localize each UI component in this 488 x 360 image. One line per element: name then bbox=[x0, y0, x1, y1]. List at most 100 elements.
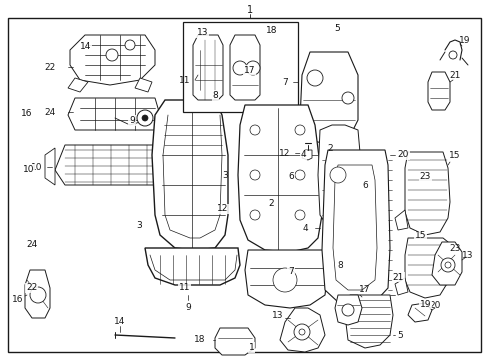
Polygon shape bbox=[25, 270, 50, 318]
Circle shape bbox=[249, 210, 260, 220]
Circle shape bbox=[137, 110, 153, 126]
Circle shape bbox=[448, 51, 456, 59]
Polygon shape bbox=[332, 165, 376, 290]
Text: 9: 9 bbox=[185, 303, 190, 312]
Text: 9: 9 bbox=[129, 116, 135, 125]
Text: 8: 8 bbox=[212, 91, 218, 100]
Polygon shape bbox=[229, 35, 260, 100]
Text: 1: 1 bbox=[248, 343, 254, 352]
Text: 8: 8 bbox=[336, 261, 342, 270]
Text: 3: 3 bbox=[136, 220, 142, 230]
Polygon shape bbox=[427, 72, 449, 110]
Circle shape bbox=[294, 210, 305, 220]
Circle shape bbox=[106, 49, 118, 61]
Polygon shape bbox=[193, 35, 223, 100]
Text: 11: 11 bbox=[179, 284, 190, 292]
Polygon shape bbox=[404, 238, 449, 298]
Text: 10: 10 bbox=[31, 162, 42, 171]
Text: 16: 16 bbox=[12, 296, 24, 305]
Polygon shape bbox=[334, 295, 361, 325]
Text: 20: 20 bbox=[428, 301, 440, 310]
Polygon shape bbox=[345, 295, 392, 348]
Text: 16: 16 bbox=[21, 109, 33, 118]
Polygon shape bbox=[238, 105, 321, 252]
Circle shape bbox=[272, 268, 296, 292]
Text: 1: 1 bbox=[246, 5, 253, 15]
Circle shape bbox=[341, 304, 353, 316]
Circle shape bbox=[245, 61, 260, 75]
Polygon shape bbox=[280, 308, 325, 352]
Polygon shape bbox=[152, 100, 227, 250]
Bar bbox=[183, 22, 297, 112]
Polygon shape bbox=[45, 148, 55, 185]
Text: 2: 2 bbox=[326, 144, 332, 153]
Circle shape bbox=[125, 40, 135, 50]
Circle shape bbox=[298, 329, 305, 335]
Text: 3: 3 bbox=[222, 171, 227, 180]
Text: 17: 17 bbox=[359, 285, 370, 294]
Polygon shape bbox=[394, 278, 407, 295]
Polygon shape bbox=[55, 145, 175, 185]
Text: 6: 6 bbox=[287, 172, 293, 181]
Text: 21: 21 bbox=[392, 273, 404, 282]
Text: 15: 15 bbox=[414, 231, 426, 240]
Circle shape bbox=[306, 70, 323, 86]
Circle shape bbox=[294, 170, 305, 180]
Polygon shape bbox=[299, 52, 357, 145]
Polygon shape bbox=[302, 150, 311, 160]
Text: 15: 15 bbox=[448, 150, 460, 159]
Polygon shape bbox=[321, 150, 389, 305]
Circle shape bbox=[293, 324, 309, 340]
Text: 6: 6 bbox=[362, 180, 367, 189]
Text: 22: 22 bbox=[26, 284, 38, 292]
Polygon shape bbox=[70, 35, 155, 85]
Text: 12: 12 bbox=[216, 204, 228, 213]
Text: 24: 24 bbox=[44, 108, 56, 117]
Polygon shape bbox=[317, 125, 361, 232]
Polygon shape bbox=[68, 78, 88, 92]
Text: 23: 23 bbox=[448, 243, 460, 252]
Polygon shape bbox=[431, 242, 461, 285]
Circle shape bbox=[294, 125, 305, 135]
Text: 14: 14 bbox=[80, 42, 91, 51]
Polygon shape bbox=[394, 210, 407, 230]
Circle shape bbox=[232, 61, 246, 75]
Text: 2: 2 bbox=[268, 199, 274, 208]
Text: 14: 14 bbox=[114, 318, 125, 327]
Circle shape bbox=[329, 167, 346, 183]
Text: 10: 10 bbox=[22, 165, 34, 174]
Polygon shape bbox=[68, 98, 160, 130]
Text: 5: 5 bbox=[334, 24, 340, 33]
Text: 18: 18 bbox=[265, 26, 277, 35]
Text: 7: 7 bbox=[282, 77, 287, 86]
Circle shape bbox=[249, 170, 260, 180]
Polygon shape bbox=[404, 152, 449, 235]
Text: 4: 4 bbox=[302, 224, 307, 233]
Polygon shape bbox=[244, 250, 327, 308]
Text: 5: 5 bbox=[396, 330, 402, 339]
Text: 4: 4 bbox=[300, 150, 305, 159]
Circle shape bbox=[440, 258, 454, 272]
Text: 17: 17 bbox=[243, 66, 255, 75]
Circle shape bbox=[30, 287, 46, 303]
Circle shape bbox=[142, 115, 148, 121]
Polygon shape bbox=[135, 78, 152, 92]
Text: 18: 18 bbox=[194, 336, 205, 345]
Polygon shape bbox=[215, 328, 254, 355]
Text: 20: 20 bbox=[397, 150, 408, 159]
Text: 11: 11 bbox=[179, 76, 190, 85]
Text: 13: 13 bbox=[197, 28, 208, 37]
Text: 12: 12 bbox=[279, 149, 290, 158]
Text: 19: 19 bbox=[419, 300, 430, 309]
Text: 24: 24 bbox=[26, 240, 38, 249]
Circle shape bbox=[444, 262, 450, 268]
Text: 19: 19 bbox=[458, 36, 470, 45]
Circle shape bbox=[249, 125, 260, 135]
Text: 21: 21 bbox=[448, 71, 460, 80]
Text: 7: 7 bbox=[287, 267, 293, 276]
Text: 13: 13 bbox=[461, 251, 473, 260]
Text: 22: 22 bbox=[44, 63, 56, 72]
Text: 13: 13 bbox=[272, 310, 283, 320]
Circle shape bbox=[341, 92, 353, 104]
Text: 23: 23 bbox=[419, 172, 430, 181]
